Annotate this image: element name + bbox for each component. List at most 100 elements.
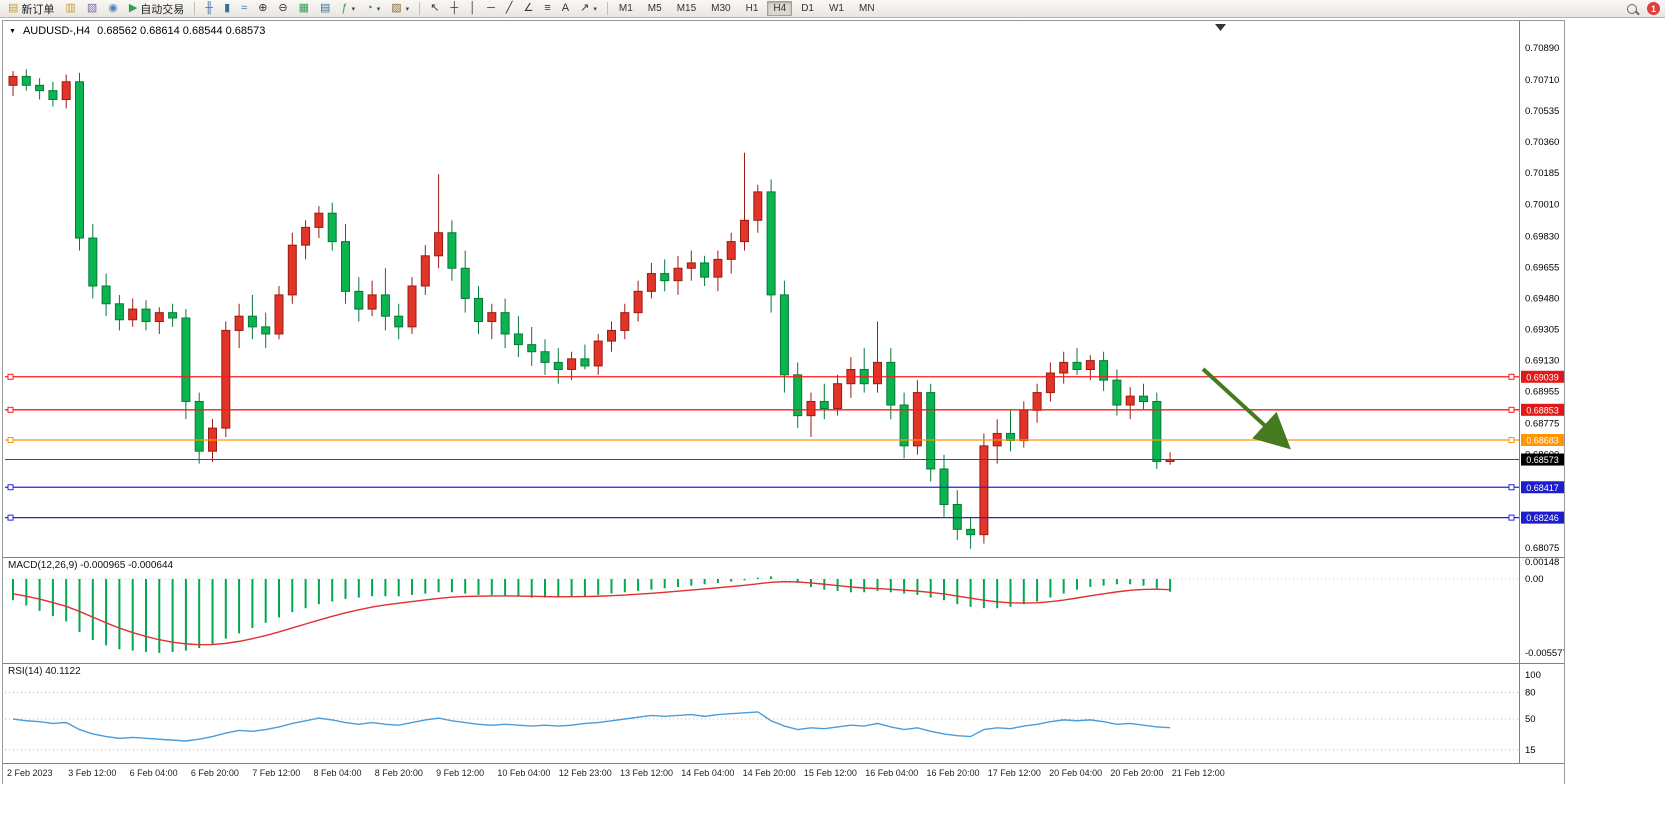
support-line-orange-handle[interactable] [7,437,14,444]
data-window-button[interactable]: ▧ [82,0,102,17]
price-axis[interactable]: 0.70890 0.70710 0.70535 0.70360 0.70185 0.700… [1525,43,1559,554]
arrows-button[interactable]: ↗ ▾ [575,0,602,17]
cascade-windows-button[interactable]: ▤ [315,0,335,17]
search-icon [1627,3,1637,14]
candle-body [806,400,816,417]
macd-histogram [12,576,1172,653]
bar-chart-button[interactable]: ╫ [200,0,218,17]
trend-arrow-annotation[interactable] [1201,367,1291,450]
resistance-line-2-handle[interactable] [7,406,14,413]
time-axis[interactable]: 2 Feb 2023 3 Feb 12:00 6 Feb 04:00 6 Feb 20… [3,763,1564,784]
candle-body [673,267,683,282]
horizontal-line-icon: ─ [487,2,495,14]
vertical-line-button[interactable]: │ [464,0,481,17]
rsi-indicator-label: RSI(14) 40.1122 [8,666,81,677]
time-axis-label: 16 Feb 04:00 [865,768,919,778]
timeframe-m5-button[interactable]: M5 [647,3,662,14]
timeframe-w1-button[interactable]: W1 [828,3,844,14]
candle-body [726,241,736,260]
indicators-button[interactable]: ƒ ▾ [336,0,360,17]
support-line-blue-2-handle[interactable] [1508,514,1515,521]
autotrading-button[interactable]: ▶ 自动交易 [124,0,189,17]
support-line-orange-handle[interactable] [1508,437,1515,444]
macd-indicator-values: -0.000965 -0.000644 [80,560,174,571]
timeframe-h1-button[interactable]: H1 [745,3,759,14]
market-watch-button[interactable]: ▥ [60,0,80,17]
new-order-button[interactable]: ▤ 新订单 [3,0,59,17]
candle-body [833,383,843,410]
timeframe-h4-button[interactable]: H4 [767,1,793,16]
macd-indicator-name: MACD(12,26,9) [8,560,78,571]
zoom-in-button[interactable]: ⊕ [253,0,272,17]
toolbar-right-group: 1 [1622,0,1662,17]
time-axis-label: 7 Feb 12:00 [252,768,301,778]
candle-body [88,237,98,287]
candle-body [1099,360,1109,381]
candle-body [21,75,31,86]
timeframe-m30-button[interactable]: M30 [711,3,731,14]
templates-button[interactable]: ▨ ▾ [386,0,414,17]
toolbar-separator [419,2,421,15]
candle-body [713,258,723,278]
text-label-button[interactable]: A [557,0,574,17]
time-axis-label: 3 Feb 12:00 [68,768,117,778]
candle-body [779,294,789,376]
rsi-axis-label: 50 [1525,714,1536,725]
notification-badge[interactable]: 1 [1647,2,1660,15]
candle-body [580,358,590,367]
resistance-line-1-handle[interactable] [7,373,14,380]
candle-body [101,285,111,305]
crosshair-button[interactable]: ┼ [445,0,463,17]
tile-windows-icon: ▦ [298,2,310,14]
fibonacci-icon: ≡ [544,2,551,14]
candle-body [886,361,896,406]
candle-body [926,392,936,470]
price-axis-label: 0.70010 [1525,199,1559,210]
timeframe-m1-button[interactable]: M1 [618,3,633,14]
zoom-out-button[interactable]: ⊖ [273,0,292,17]
resistance-line-2-handle[interactable] [1508,406,1515,413]
time-axis-label: 10 Feb 04:00 [497,768,551,778]
cursor-button[interactable]: ↖ [425,0,444,17]
periods-button[interactable]: ◔ ▾ [361,0,385,17]
candlestick-chart-button[interactable]: ▮ [219,0,235,17]
main-price-chart[interactable]: 0.70890 0.70710 0.70535 0.70360 0.70185 0.700… [3,21,1564,557]
fibonacci-button[interactable]: ≡ [539,0,555,17]
chart-symbol-label: AUDUSD-,H4 [22,25,91,37]
timeframe-mn-button[interactable]: MN [858,3,875,14]
rsi-line [12,711,1171,742]
trendline-button[interactable]: ╱ [501,0,518,17]
price-axis-label: 0.70185 [1525,168,1559,179]
candle-body [394,315,404,328]
horizontal-line-button[interactable]: ─ [482,0,500,17]
candle-body [952,503,962,530]
timeframe-toolbar: M1 M5 M15 M30 H1 H4 D1 W1 MN [612,1,882,16]
channel-button[interactable]: ∠ [519,0,539,17]
chart-shift-marker-icon[interactable] [1215,24,1226,31]
time-axis-label: 14 Feb 04:00 [681,768,735,778]
cursor-icon: ↖ [430,2,440,14]
candle-body [181,317,191,402]
support-line-blue-2-handle[interactable] [7,514,14,521]
search-button[interactable] [1622,0,1642,17]
rsi-axis-label: 100 [1525,670,1541,681]
support-line-blue-1-handle[interactable] [7,484,14,491]
price-axis-label: 0.70535 [1525,106,1559,117]
candle-body [434,232,444,257]
line-chart-button[interactable]: ≈ [236,0,252,17]
macd-panel-chart[interactable]: 0.00148 0.00 -0.005577 [3,557,1564,663]
chart-menu-icon[interactable]: ▼ [9,27,16,35]
candle-body [128,308,138,321]
candle-body [261,326,271,335]
zoom-in-icon: ⊕ [258,2,268,14]
tile-windows-button[interactable]: ▦ [294,0,314,17]
rsi-panel-chart[interactable]: 100 80 50 15 [3,663,1564,763]
timeframe-m15-button[interactable]: M15 [676,3,697,14]
timeframe-d1-button[interactable]: D1 [801,3,814,14]
resistance-line-1-handle[interactable] [1508,373,1515,380]
rsi-axis-label: 15 [1525,745,1536,756]
price-axis-label: 0.68775 [1525,419,1559,430]
macd-axis-label: 0.00 [1525,574,1544,585]
support-line-blue-1-handle[interactable] [1508,484,1515,491]
navigator-button[interactable]: ◉ [103,0,123,17]
